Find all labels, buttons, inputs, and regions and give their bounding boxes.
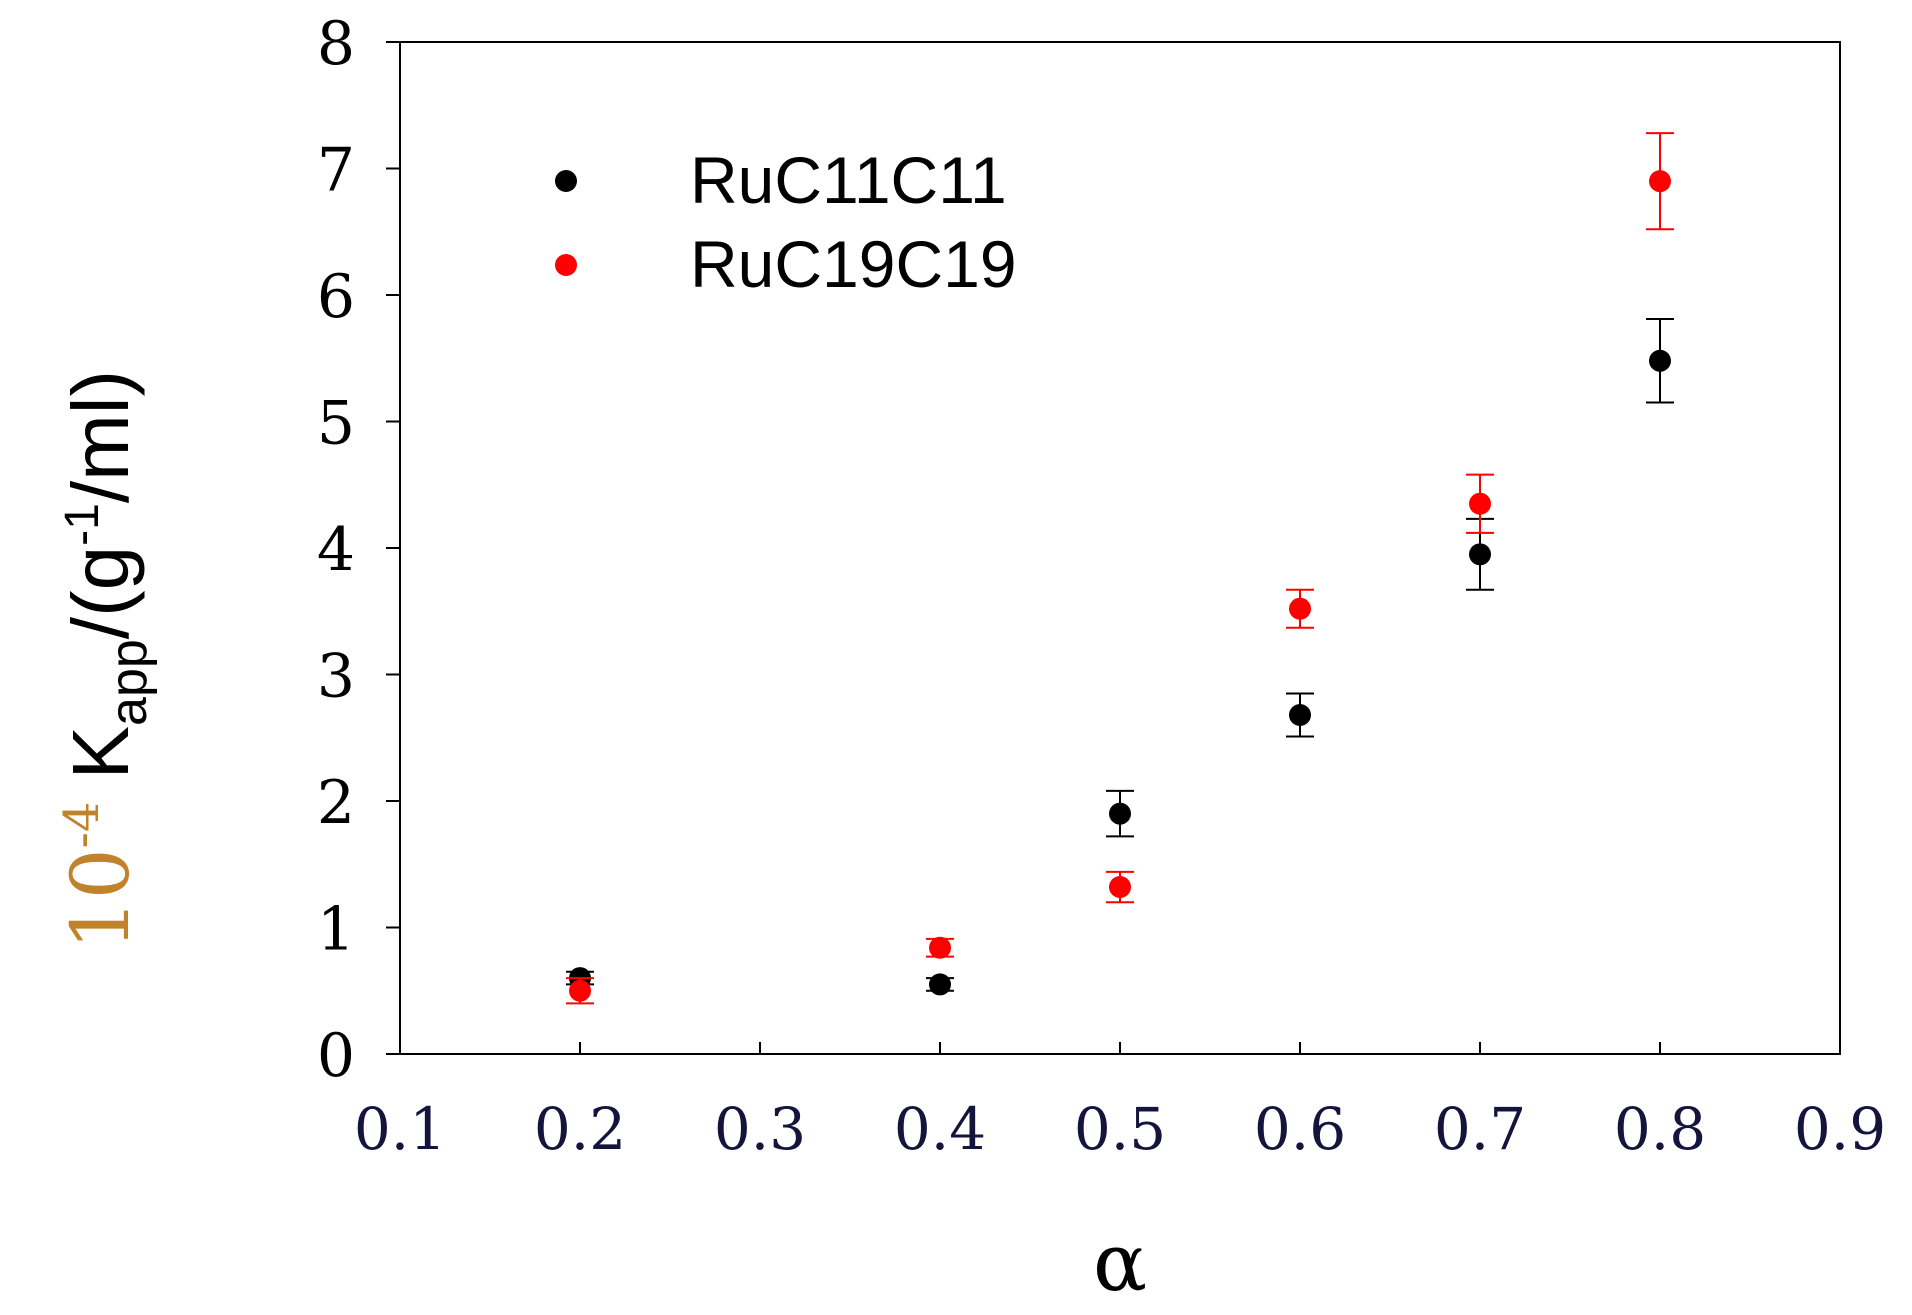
x-tick-label: 0.5 — [1074, 1095, 1166, 1163]
y-axis-title: 10-4 Kapp/(g-1/ml) — [54, 370, 158, 950]
data-point — [1289, 703, 1311, 726]
data-point — [1289, 597, 1311, 620]
x-axis: 0.1 0.2 0.3 0.4 0.5 0.6 0.7 0.8 0.9 — [354, 1042, 1886, 1163]
y-axis-title-unit-open: /(g — [56, 546, 145, 639]
x-tick-label: 0.7 — [1434, 1095, 1526, 1163]
x-tick-label: 0.3 — [714, 1095, 806, 1163]
data-point — [929, 973, 951, 996]
y-tick-label: 3 — [317, 642, 355, 712]
y-tick-label: 7 — [317, 136, 355, 206]
x-tick-label: 0.4 — [894, 1095, 986, 1163]
y-tick-label: 8 — [317, 9, 355, 79]
legend-label: RuC11C11 — [690, 143, 1007, 217]
data-point — [1649, 170, 1671, 193]
series-RuC19C19 — [566, 132, 1674, 1005]
legend-marker — [555, 170, 577, 192]
data-point — [1469, 492, 1491, 515]
legend: RuC11C11 RuC19C19 — [555, 143, 1017, 301]
x-tick-label: 0.8 — [1614, 1095, 1706, 1163]
data-point — [569, 979, 591, 1002]
y-tick-label: 5 — [317, 389, 355, 459]
x-tick-label: 0.1 — [354, 1095, 446, 1163]
y-tick-label: 4 — [317, 515, 355, 585]
legend-label: RuC19C19 — [690, 227, 1017, 301]
y-tick-label: 2 — [317, 768, 355, 838]
data-point — [1109, 802, 1131, 825]
y-axis-title-unit-close: /ml) — [56, 370, 145, 503]
series-layer — [566, 132, 1674, 1005]
data-point — [929, 936, 951, 959]
legend-marker — [555, 254, 577, 276]
y-tick-label: 6 — [317, 262, 355, 332]
y-axis-title-subscript: app — [100, 639, 158, 726]
x-axis-title: α — [1093, 1216, 1147, 1309]
data-point — [1469, 543, 1491, 566]
y-axis-title-prefix-exponent: -4 — [54, 802, 110, 849]
y-axis: 0 1 2 3 4 5 6 7 8 — [317, 9, 400, 1091]
x-tick-label: 0.6 — [1254, 1095, 1346, 1163]
y-axis-title-unit-exponent: -1 — [56, 503, 109, 546]
y-tick-label: 0 — [317, 1021, 355, 1091]
y-axis-title-main: K — [56, 726, 145, 802]
x-tick-label: 0.2 — [534, 1095, 626, 1163]
data-point — [1109, 876, 1131, 899]
y-axis-title-prefix: 10 — [54, 848, 147, 950]
series-RuC11C11 — [566, 318, 1674, 996]
data-point — [1649, 349, 1671, 372]
y-tick-label: 1 — [317, 895, 355, 965]
x-tick-label: 0.9 — [1794, 1095, 1886, 1163]
